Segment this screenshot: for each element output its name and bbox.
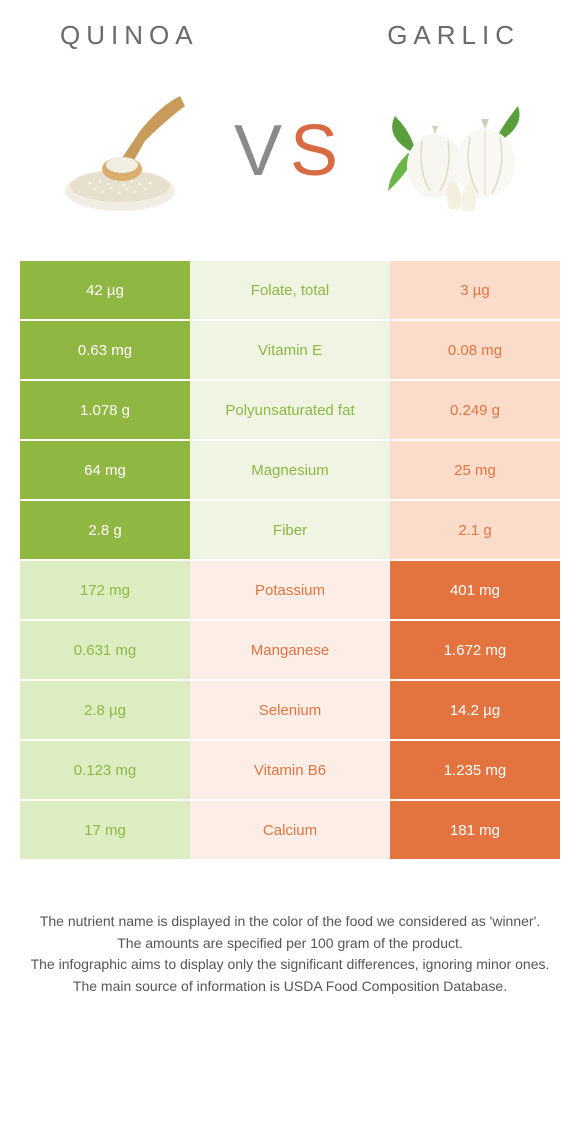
quinoa-image bbox=[50, 81, 200, 221]
nutrient-label: Folate, total bbox=[190, 261, 390, 319]
title-left: QUINOA bbox=[60, 20, 199, 51]
value-left: 0.63 mg bbox=[20, 321, 190, 379]
nutrient-row: 0.63 mgVitamin E0.08 mg bbox=[20, 321, 560, 381]
nutrient-label: Selenium bbox=[190, 681, 390, 739]
title-right: GARLIC bbox=[387, 20, 520, 51]
nutrient-label: Fiber bbox=[190, 501, 390, 559]
vs-s: S bbox=[290, 111, 346, 191]
value-right: 3 µg bbox=[390, 261, 560, 319]
nutrient-row: 42 µgFolate, total3 µg bbox=[20, 261, 560, 321]
value-left: 17 mg bbox=[20, 801, 190, 859]
value-left: 42 µg bbox=[20, 261, 190, 319]
vs-v: V bbox=[234, 111, 290, 191]
value-right: 0.249 g bbox=[390, 381, 560, 439]
nutrient-label: Vitamin B6 bbox=[190, 741, 390, 799]
value-left: 2.8 µg bbox=[20, 681, 190, 739]
value-right: 0.08 mg bbox=[390, 321, 560, 379]
nutrient-row: 17 mgCalcium181 mg bbox=[20, 801, 560, 861]
footer-notes: The nutrient name is displayed in the co… bbox=[20, 861, 560, 998]
nutrient-label: Magnesium bbox=[190, 441, 390, 499]
footer-line-2: The amounts are specified per 100 gram o… bbox=[30, 933, 550, 955]
nutrient-row: 2.8 gFiber2.1 g bbox=[20, 501, 560, 561]
vs-label: VS bbox=[234, 110, 346, 192]
value-right: 25 mg bbox=[390, 441, 560, 499]
nutrient-row: 2.8 µgSelenium14.2 µg bbox=[20, 681, 560, 741]
value-right: 2.1 g bbox=[390, 501, 560, 559]
footer-line-3: The infographic aims to display only the… bbox=[30, 954, 550, 976]
value-left: 1.078 g bbox=[20, 381, 190, 439]
value-left: 64 mg bbox=[20, 441, 190, 499]
value-right: 14.2 µg bbox=[390, 681, 560, 739]
nutrient-label: Calcium bbox=[190, 801, 390, 859]
garlic-image bbox=[380, 81, 530, 221]
header: QUINOA GARLIC bbox=[20, 20, 560, 51]
nutrient-table: 42 µgFolate, total3 µg0.63 mgVitamin E0.… bbox=[20, 261, 560, 861]
nutrient-row: 0.631 mgManganese1.672 mg bbox=[20, 621, 560, 681]
footer-line-4: The main source of information is USDA F… bbox=[30, 976, 550, 998]
nutrient-label: Manganese bbox=[190, 621, 390, 679]
nutrient-row: 1.078 gPolyunsaturated fat0.249 g bbox=[20, 381, 560, 441]
nutrient-row: 64 mgMagnesium25 mg bbox=[20, 441, 560, 501]
value-right: 1.672 mg bbox=[390, 621, 560, 679]
value-right: 181 mg bbox=[390, 801, 560, 859]
footer-line-1: The nutrient name is displayed in the co… bbox=[30, 911, 550, 933]
nutrient-label: Polyunsaturated fat bbox=[190, 381, 390, 439]
value-right: 401 mg bbox=[390, 561, 560, 619]
value-left: 2.8 g bbox=[20, 501, 190, 559]
hero-row: VS bbox=[20, 71, 560, 231]
value-right: 1.235 mg bbox=[390, 741, 560, 799]
value-left: 172 mg bbox=[20, 561, 190, 619]
value-left: 0.123 mg bbox=[20, 741, 190, 799]
value-left: 0.631 mg bbox=[20, 621, 190, 679]
nutrient-row: 0.123 mgVitamin B61.235 mg bbox=[20, 741, 560, 801]
nutrient-label: Vitamin E bbox=[190, 321, 390, 379]
nutrient-row: 172 mgPotassium401 mg bbox=[20, 561, 560, 621]
nutrient-label: Potassium bbox=[190, 561, 390, 619]
